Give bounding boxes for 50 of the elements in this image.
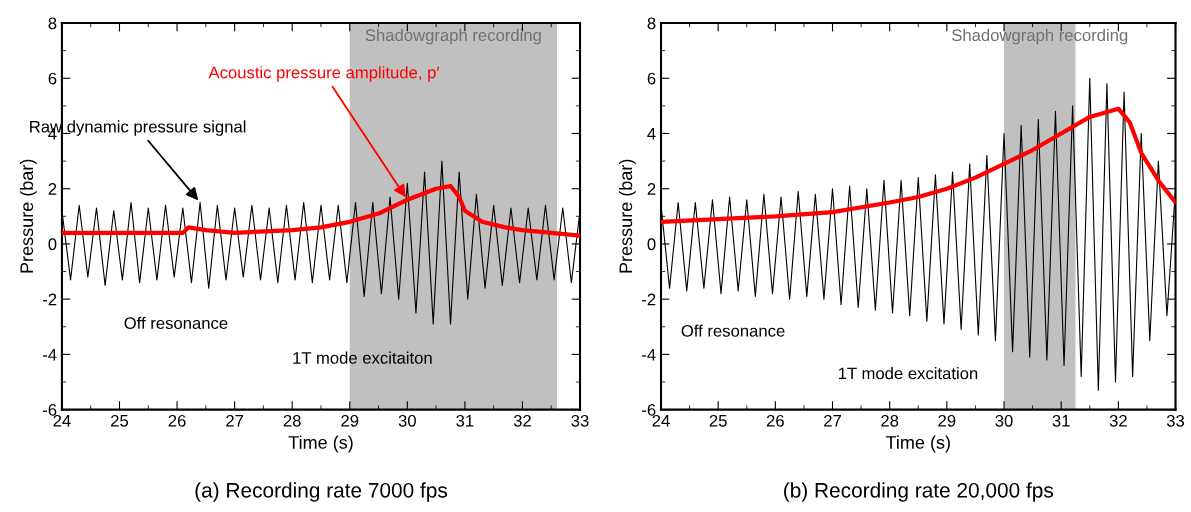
text: (b) Recording rate 20,000 fps xyxy=(784,482,1054,502)
x-tick-label: 30 xyxy=(398,414,416,427)
y-tick-label: -4 xyxy=(42,348,57,361)
x-tick-label: 32 xyxy=(513,414,531,427)
band-label: Shadowgraph recording xyxy=(365,28,541,45)
x-tick-label: 25 xyxy=(709,414,727,427)
y-tick-label: 0 xyxy=(647,238,656,251)
annotation: 1T mode excitation xyxy=(838,367,978,380)
x-tick-label: 24 xyxy=(652,414,670,427)
y-tick-label: -6 xyxy=(642,404,656,416)
y-tick-label: 6 xyxy=(48,72,57,85)
x-tick-label: 25 xyxy=(111,414,129,427)
x-axis-title: Time (s) xyxy=(288,435,353,453)
line-series xyxy=(661,106,1176,224)
y-tick-label: 4 xyxy=(647,128,656,140)
y-tick-label: -6 xyxy=(42,404,57,416)
y-tick-label: 2 xyxy=(48,183,57,195)
y-axis-title: Pressure (bar) xyxy=(618,159,636,273)
y-tick-label: -2 xyxy=(42,293,57,306)
x-tick-label: 29 xyxy=(341,414,359,427)
y-tick-label: -2 xyxy=(642,293,656,306)
x-axis-title: Time (s) xyxy=(885,435,950,453)
x-tick-label: 27 xyxy=(824,414,841,427)
x-tick-label: 26 xyxy=(168,414,186,427)
x-tick-label: 29 xyxy=(938,414,956,427)
annotation: Off resonance xyxy=(124,316,228,330)
text: (a) Recording rate 7000 fps xyxy=(195,482,448,502)
x-tick-label: 30 xyxy=(995,414,1013,427)
y-axis-title: Pressure (bar) xyxy=(19,159,37,273)
y-tick-label: 6 xyxy=(647,72,656,85)
x-tick-label: 27 xyxy=(226,414,244,427)
y-tick-label: 0 xyxy=(48,238,57,251)
x-tick-label: 33 xyxy=(1166,414,1185,427)
x-tick-label: 28 xyxy=(881,414,899,427)
x-tick-label: 33 xyxy=(571,414,589,427)
y-tick-label: 2 xyxy=(647,183,656,195)
y-tick-label: -4 xyxy=(642,348,656,361)
x-tick-label: 24 xyxy=(53,414,71,427)
x-tick-label: 28 xyxy=(283,414,301,427)
y-tick-label: 8 xyxy=(647,17,656,30)
y-tick-label: 8 xyxy=(48,17,57,30)
x-tick-label: 31 xyxy=(456,414,474,427)
line-series xyxy=(61,183,581,238)
x-tick-label: 26 xyxy=(766,414,784,427)
x-tick-label: 31 xyxy=(1052,414,1070,427)
band-label: Shadowgraph recording xyxy=(952,28,1128,45)
annotation: Off resonance xyxy=(681,324,785,337)
x-tick-label: 32 xyxy=(1109,414,1127,427)
text: Acoustic pressure amplitude, p′ xyxy=(208,66,440,82)
annotation: 1T mode excitaiton xyxy=(293,351,432,364)
